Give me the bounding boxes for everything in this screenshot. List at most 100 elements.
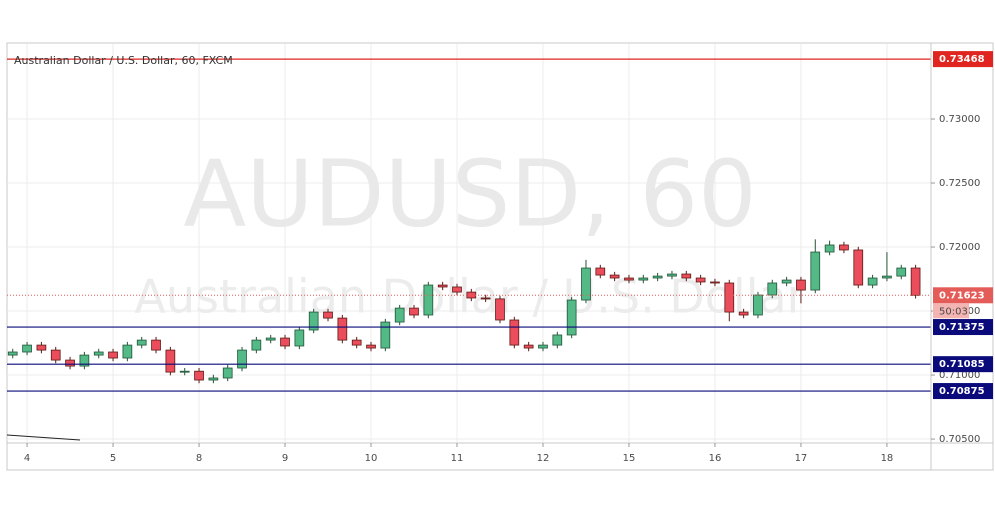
candle-body — [710, 281, 720, 284]
candle-body — [93, 351, 104, 356]
x-tick-label: 18 — [881, 453, 894, 464]
x-tick-label: 8 — [196, 453, 202, 464]
candle-body — [208, 377, 219, 381]
y-tick-label: 0.72000 — [939, 242, 980, 253]
candle-body — [423, 284, 434, 316]
candle-body — [480, 297, 491, 300]
candle-body — [251, 339, 262, 351]
x-tick-label: 11 — [451, 453, 464, 464]
candle-body — [609, 274, 620, 279]
candle-body — [624, 277, 634, 281]
candle-body — [122, 344, 133, 359]
watermark-symbol: AUDUSD, 60 — [183, 140, 756, 247]
candle-body — [867, 277, 878, 286]
x-tick-label: 12 — [537, 453, 550, 464]
candle-body — [79, 354, 90, 367]
candle-body — [194, 370, 204, 381]
candle-body — [796, 279, 806, 291]
candle-body — [136, 339, 147, 346]
level-label: 0.73468 — [939, 54, 985, 65]
candle-body — [351, 339, 362, 346]
x-tick-label: 4 — [24, 453, 30, 464]
candle-body — [151, 339, 161, 351]
drawing-line — [6, 434, 81, 441]
countdown-box — [933, 303, 969, 319]
candle-body — [308, 311, 319, 331]
candle-body — [380, 321, 391, 349]
x-tick-label: 10 — [365, 453, 378, 464]
candle-body — [237, 349, 247, 369]
candle-body — [767, 282, 778, 296]
level-label-box — [933, 356, 993, 373]
level-label: 0.70875 — [939, 386, 985, 397]
candle-body — [337, 317, 348, 341]
candle-body — [466, 291, 477, 299]
candle-body — [853, 249, 864, 286]
candle-body — [681, 273, 692, 279]
axes: 0.705000.710000.715000.720000.725000.730… — [24, 51, 993, 464]
chart-title: Australian Dollar / U.S. Dollar, 60, FXC… — [14, 54, 233, 67]
grid — [7, 44, 931, 442]
x-tick-label: 17 — [795, 453, 808, 464]
chart-frame — [6, 42, 994, 471]
candle-body — [394, 307, 405, 323]
candle-body — [165, 349, 176, 373]
x-tick-label: 15 — [623, 453, 636, 464]
y-tick-label: 0.72500 — [939, 178, 980, 189]
candle-body — [65, 359, 75, 367]
countdown: 50:03 — [939, 306, 968, 317]
candle-body — [538, 344, 548, 349]
candle-body — [667, 273, 677, 277]
candle-body — [781, 279, 792, 284]
candle-body — [552, 334, 563, 346]
candle-body — [652, 275, 663, 279]
level-label: 0.71085 — [939, 359, 985, 370]
y-tick-label: 0.70500 — [939, 434, 980, 445]
candle-body — [437, 284, 448, 288]
candle-body — [839, 244, 849, 251]
level-label: 0.71375 — [939, 322, 985, 333]
candle-body — [581, 267, 591, 301]
candle-body — [910, 267, 921, 296]
candle-body — [179, 370, 190, 373]
candle-body — [452, 286, 462, 293]
candle-body — [896, 267, 907, 277]
candle-body — [810, 251, 821, 291]
candle-body — [595, 267, 606, 276]
marks — [7, 58, 931, 392]
candle-body — [294, 329, 305, 347]
x-tick-label: 5 — [110, 453, 116, 464]
level-label-box — [933, 51, 993, 68]
candle-body — [824, 244, 835, 253]
candle-body — [36, 344, 47, 351]
candle-body — [222, 367, 233, 379]
candle-body — [738, 311, 749, 316]
x-tick-label: 9 — [282, 453, 288, 464]
level-label-box — [933, 319, 993, 336]
candle-body — [366, 344, 376, 349]
current-price-label: 0.71623 — [939, 290, 985, 301]
candle-body — [495, 298, 505, 321]
candle-body — [265, 337, 276, 341]
candle-body — [409, 307, 419, 316]
candle-body — [566, 299, 577, 336]
current-price-box — [933, 287, 993, 304]
candle-body — [523, 344, 534, 349]
candle-body — [638, 277, 649, 281]
candle-body — [882, 275, 892, 279]
candle-body — [50, 349, 61, 361]
candle-body — [22, 344, 32, 353]
candle-body — [7, 351, 18, 356]
candle-body — [753, 294, 763, 316]
candle-body — [108, 351, 118, 359]
x-tick-label: 16 — [709, 453, 722, 464]
candle-body — [323, 311, 333, 319]
y-tick-label: 0.71000 — [939, 370, 980, 381]
candle-body — [509, 319, 520, 346]
y-tick-label: 0.73000 — [939, 114, 980, 125]
candle-body — [280, 337, 290, 347]
candle-body — [695, 277, 706, 283]
level-label-box — [933, 383, 993, 400]
